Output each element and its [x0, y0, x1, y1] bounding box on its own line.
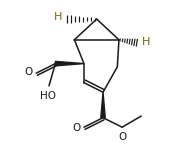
Text: O: O — [73, 123, 81, 133]
Polygon shape — [55, 61, 84, 66]
Text: O: O — [118, 132, 127, 142]
Text: H: H — [53, 12, 62, 22]
Polygon shape — [101, 92, 105, 118]
Text: O: O — [25, 67, 33, 76]
Text: H: H — [142, 37, 150, 47]
Text: HO: HO — [40, 91, 56, 101]
